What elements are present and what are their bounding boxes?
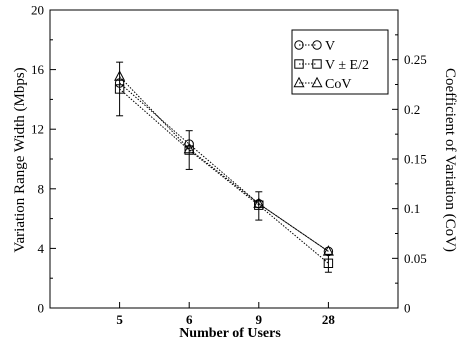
legend-marker [311, 76, 323, 88]
legend-marker [294, 40, 304, 50]
y2-axis-title: Coefficient of Variation (CoV) [442, 68, 458, 252]
y2-tick-label: 0.25 [404, 52, 427, 67]
legend-label: V ± E/2 [325, 58, 369, 73]
legend-label: CoV [325, 77, 351, 92]
y-tick-label: 16 [31, 62, 45, 77]
series-circle [114, 78, 334, 257]
y2-tick-label: 0.1 [404, 201, 420, 216]
x-axis-title: Number of Users [179, 326, 281, 341]
legend: V V ± E/2 CoV [291, 29, 389, 95]
legend-entry: V ± E/2 [294, 58, 369, 73]
data-point [254, 200, 264, 210]
series-triangle [114, 70, 334, 256]
data-point [183, 142, 195, 154]
series-line [119, 82, 329, 252]
legend-label: V [325, 39, 335, 54]
data-point [114, 84, 125, 94]
data-point [253, 197, 265, 208]
legend-marker [294, 59, 304, 69]
legend-marker [293, 76, 305, 88]
legend-marker [312, 40, 322, 50]
data-point [323, 258, 334, 269]
y-tick-label: 12 [31, 122, 44, 137]
legend-marker [312, 59, 322, 69]
data-point [322, 245, 334, 256]
data-point [184, 145, 194, 155]
y-tick-label: 8 [38, 181, 45, 196]
legend-entry: CoV [293, 76, 351, 92]
series-layer [114, 61, 334, 273]
axes-layer: 0 4 8 12 16 20 0 0.05 0.1 0.15 0.2 0.25 5 6 9 28 [31, 3, 427, 328]
y-tick-label: 0 [38, 301, 45, 316]
y-axis-title: Variation Range Width (Mbps) [12, 67, 28, 252]
x-tick-label: 5 [116, 312, 123, 327]
y-tick-label: 4 [38, 241, 45, 256]
series-line [119, 88, 329, 264]
series-line [119, 76, 329, 252]
y2-tick-label: 0.05 [404, 251, 427, 266]
x-tick-label: 9 [256, 312, 263, 327]
data-point [114, 70, 126, 81]
y2-tick-label: 0.2 [404, 102, 420, 117]
x-tick-label: 6 [186, 312, 193, 327]
x-tick-label: 28 [322, 312, 336, 327]
series-square [114, 61, 334, 273]
legend-entry: V [294, 39, 335, 54]
y-tick-label: 20 [31, 3, 44, 18]
y2-tick-label: 0.15 [404, 152, 427, 167]
y2-tick-label: 0 [404, 301, 411, 316]
